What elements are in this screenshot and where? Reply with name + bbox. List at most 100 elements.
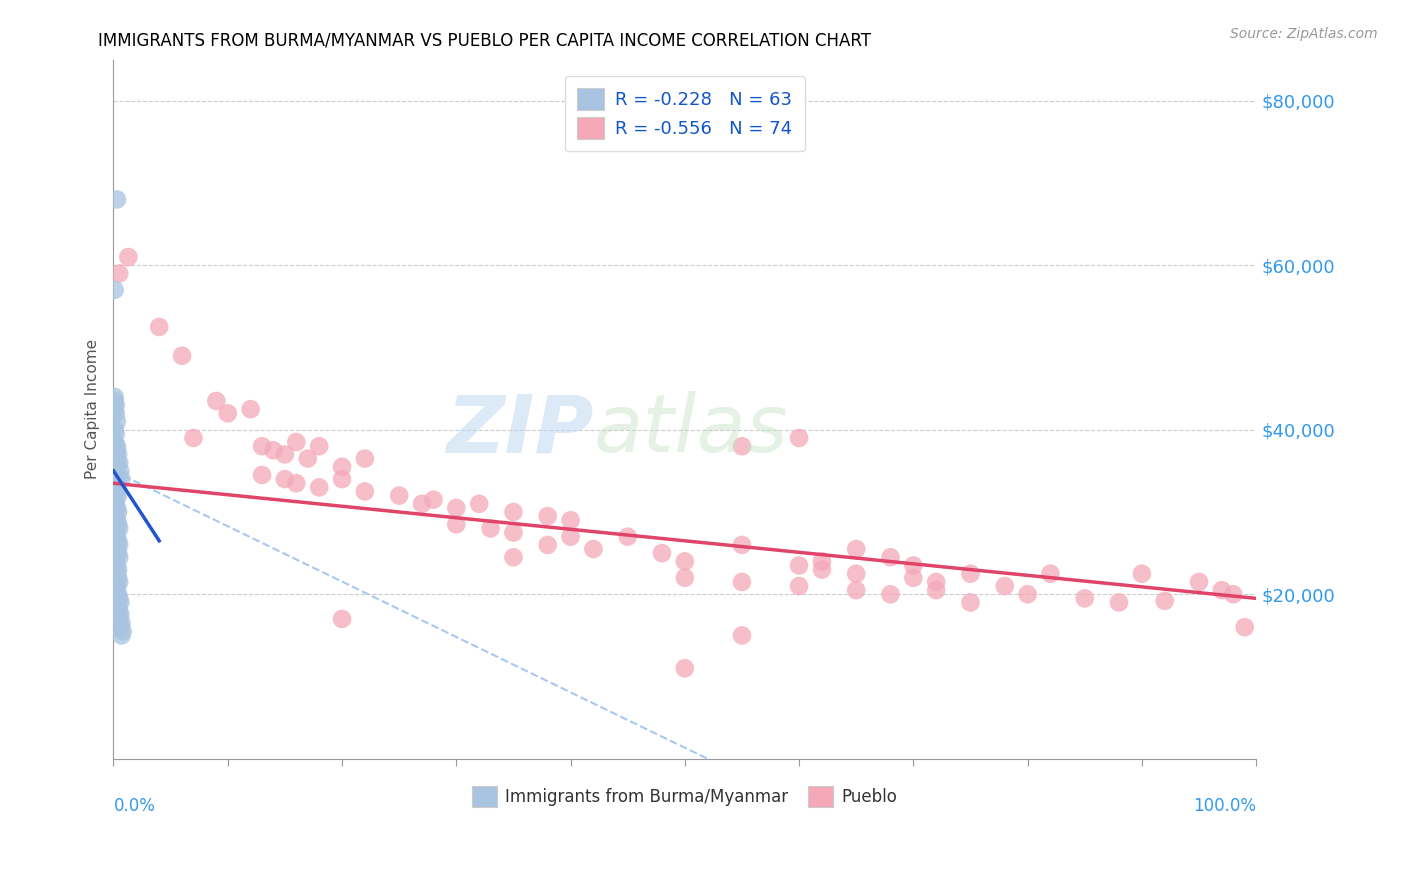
Point bbox=[104, 509, 127, 524]
Point bbox=[107, 489, 129, 503]
Point bbox=[108, 538, 131, 552]
Point bbox=[107, 533, 129, 548]
Point bbox=[1222, 587, 1244, 601]
Point bbox=[285, 476, 308, 491]
Point bbox=[845, 583, 868, 598]
Point bbox=[582, 542, 605, 557]
Point bbox=[104, 439, 127, 453]
Point bbox=[879, 587, 901, 601]
Point bbox=[111, 624, 134, 639]
Point bbox=[308, 439, 330, 453]
Point bbox=[560, 513, 582, 527]
Point bbox=[107, 517, 129, 532]
Point bbox=[330, 459, 353, 474]
Point bbox=[959, 595, 981, 609]
Point bbox=[959, 566, 981, 581]
Point bbox=[108, 521, 131, 535]
Point bbox=[105, 443, 128, 458]
Point bbox=[537, 509, 560, 524]
Point bbox=[1130, 566, 1153, 581]
Point bbox=[104, 402, 127, 417]
Point bbox=[110, 607, 132, 622]
Point bbox=[110, 595, 132, 609]
Point bbox=[108, 612, 131, 626]
Point bbox=[107, 599, 129, 614]
Point bbox=[104, 406, 127, 420]
Point bbox=[104, 394, 127, 409]
Point bbox=[104, 476, 127, 491]
Point bbox=[388, 489, 411, 503]
Point bbox=[105, 484, 128, 499]
Point bbox=[110, 628, 132, 642]
Point bbox=[105, 558, 128, 573]
Point bbox=[673, 661, 696, 675]
Point bbox=[479, 521, 502, 535]
Point bbox=[239, 402, 262, 417]
Point bbox=[1188, 574, 1211, 589]
Point bbox=[330, 472, 353, 486]
Point bbox=[183, 431, 205, 445]
Point bbox=[110, 615, 132, 630]
Point bbox=[811, 554, 834, 568]
Point bbox=[107, 563, 129, 577]
Point bbox=[107, 472, 129, 486]
Point bbox=[148, 320, 170, 334]
Point bbox=[105, 500, 128, 515]
Point bbox=[104, 451, 127, 466]
Point bbox=[274, 472, 297, 486]
Point bbox=[107, 447, 129, 461]
Point bbox=[502, 505, 524, 519]
Point bbox=[422, 492, 444, 507]
Point bbox=[994, 579, 1017, 593]
Point bbox=[845, 566, 868, 581]
Point bbox=[903, 558, 925, 573]
Point bbox=[1153, 594, 1175, 608]
Point bbox=[105, 579, 128, 593]
Point bbox=[105, 513, 128, 527]
Text: 0.0%: 0.0% bbox=[114, 797, 156, 815]
Point bbox=[411, 497, 433, 511]
Point bbox=[104, 464, 127, 478]
Point bbox=[117, 250, 139, 264]
Point bbox=[330, 612, 353, 626]
Point bbox=[105, 439, 128, 453]
Y-axis label: Per Capita Income: Per Capita Income bbox=[86, 339, 100, 479]
Point bbox=[308, 480, 330, 494]
Point bbox=[262, 443, 284, 458]
Point bbox=[110, 464, 132, 478]
Point bbox=[105, 468, 128, 483]
Point bbox=[1211, 583, 1233, 598]
Point bbox=[446, 517, 468, 532]
Point bbox=[787, 558, 810, 573]
Point bbox=[110, 620, 132, 634]
Point bbox=[107, 505, 129, 519]
Point bbox=[250, 468, 273, 483]
Point bbox=[925, 574, 948, 589]
Point bbox=[502, 550, 524, 565]
Point bbox=[787, 431, 810, 445]
Point bbox=[731, 538, 754, 552]
Point bbox=[651, 546, 673, 560]
Point bbox=[104, 459, 127, 474]
Point bbox=[616, 530, 638, 544]
Point bbox=[107, 571, 129, 585]
Point bbox=[104, 525, 127, 540]
Point bbox=[108, 591, 131, 606]
Point bbox=[217, 406, 239, 420]
Point bbox=[205, 394, 228, 409]
Point bbox=[787, 579, 810, 593]
Point bbox=[105, 566, 128, 581]
Point bbox=[105, 542, 128, 557]
Point bbox=[731, 439, 754, 453]
Point bbox=[104, 390, 127, 404]
Point bbox=[1233, 620, 1256, 634]
Point bbox=[903, 571, 925, 585]
Point bbox=[285, 435, 308, 450]
Point bbox=[1039, 566, 1062, 581]
Point bbox=[104, 426, 127, 441]
Point bbox=[502, 525, 524, 540]
Point bbox=[105, 415, 128, 429]
Point bbox=[468, 497, 491, 511]
Text: atlas: atlas bbox=[593, 392, 789, 469]
Point bbox=[811, 563, 834, 577]
